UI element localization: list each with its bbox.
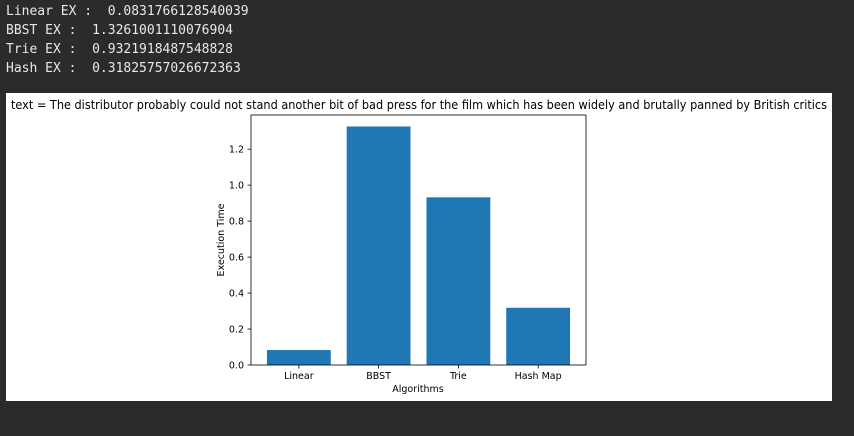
bar-trie [426, 197, 491, 365]
y-tick-label: 0.4 [229, 288, 244, 299]
y-tick-label: 0.0 [229, 360, 244, 371]
y-tick-label: 1.2 [229, 144, 244, 155]
y-tick-label: 1.0 [229, 180, 244, 191]
y-tick-label: 0.2 [229, 324, 244, 335]
console-line-bbst: BBST EX : 1.3261001110076904 [6, 23, 233, 38]
x-tick-label: BBST [366, 371, 391, 382]
x-tick-label: Hash Map [515, 371, 562, 382]
y-axis-label: Execution Time [216, 203, 227, 276]
plot-frame [250, 114, 587, 366]
x-axis: Linear BBST Trie Hash Map [284, 365, 562, 382]
bar-hash-map [506, 307, 571, 365]
bar-chart: text = The distributor probably could no… [11, 97, 827, 395]
y-axis: 0.0 0.2 0.4 0.6 0.8 1.0 1.2 [229, 144, 251, 371]
x-tick-label: Linear [284, 371, 314, 382]
chart-title: text = The distributor probably could no… [11, 97, 827, 112]
y-tick-label: 0.8 [229, 216, 244, 227]
figure-panel: text = The distributor probably could no… [6, 93, 832, 401]
y-tick-label: 0.6 [229, 252, 244, 263]
bar-bbst [346, 126, 411, 365]
bar-linear [266, 350, 331, 365]
x-axis-label: Algorithms [392, 384, 444, 395]
console-output: Linear EX : 0.0831766128540039 BBST EX :… [6, 2, 249, 78]
bars-layer [266, 126, 571, 365]
x-tick-label: Trie [449, 371, 467, 382]
console-line-linear: Linear EX : 0.0831766128540039 [6, 4, 249, 19]
console-line-hash: Hash EX : 0.31825757026672363 [6, 61, 241, 76]
console-line-trie: Trie EX : 0.9321918487548828 [6, 42, 233, 57]
